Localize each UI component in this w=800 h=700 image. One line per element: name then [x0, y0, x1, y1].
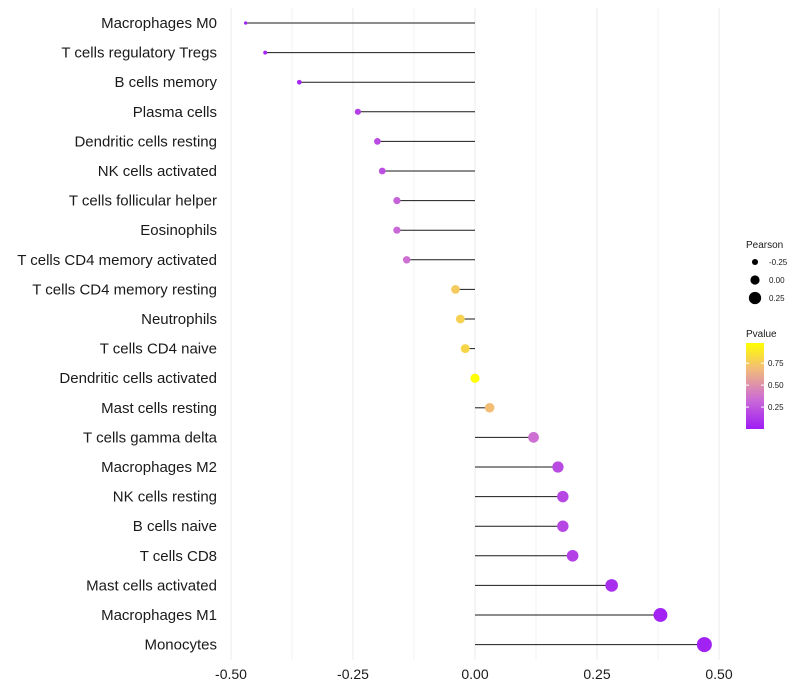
category-label: Macrophages M2	[101, 459, 217, 476]
point-layer	[243, 21, 712, 653]
category-label: Dendritic cells activated	[59, 370, 217, 387]
category-label: T cells CD4 naive	[100, 341, 217, 358]
lollipop-point	[605, 579, 618, 592]
category-label: T cells follicular helper	[69, 193, 217, 210]
x-axis-ticks: -0.50 -0.25 0.00 0.25 0.50	[215, 666, 733, 682]
lollipop-point	[696, 637, 712, 653]
lollipop-point	[484, 403, 495, 413]
lollipop-point	[451, 285, 460, 294]
pearson-legend-key	[751, 258, 759, 266]
lollipop-point	[455, 314, 465, 324]
pvalue-legend-label: 0.25	[768, 403, 784, 412]
lollipop-point	[263, 50, 268, 55]
grid-layer	[230, 8, 720, 660]
category-label: Neutrophils	[141, 311, 217, 328]
lollipop-point	[557, 520, 569, 532]
category-label: T cells regulatory Tregs	[61, 45, 217, 62]
category-label: Eosinophils	[140, 222, 217, 239]
lollipop-point	[528, 432, 539, 443]
lollipop-point	[653, 608, 668, 622]
lollipop-point	[393, 226, 401, 234]
lollipop-point	[374, 138, 381, 145]
pearson-legend-title: Pearson	[746, 240, 783, 251]
pvalue-legend-label: 0.75	[768, 359, 784, 368]
pvalue-legend-title: Pvalue	[746, 329, 777, 340]
category-label: Macrophages M0	[101, 15, 217, 32]
category-label: Monocytes	[144, 637, 217, 654]
pearson-legend-key	[748, 291, 762, 305]
x-tick-label: -0.50	[215, 666, 247, 682]
pvalue-colorbar	[746, 343, 764, 429]
x-tick-label: 0.25	[583, 666, 610, 682]
lollipop-point	[552, 461, 564, 473]
lollipop-point	[402, 256, 411, 264]
lollipop-point	[393, 196, 401, 205]
category-label: B cells memory	[114, 74, 217, 91]
lollipop-point	[460, 344, 470, 354]
category-label: Dendritic cells resting	[74, 133, 217, 150]
lollipop-point	[296, 79, 302, 85]
stem-layer	[245, 22, 705, 646]
lollipop-point	[557, 490, 569, 503]
pvalue-legend: Pvalue 0.75 0.50 0.25	[746, 329, 784, 429]
pearson-legend: Pearson -0.25 0.00 0.25	[746, 240, 788, 305]
category-label: Mast cells activated	[86, 577, 217, 594]
category-labels: Macrophages M0 T cells regulatory Tregs B …	[17, 15, 217, 654]
category-label: T cells CD8	[140, 548, 217, 565]
category-label: B cells naive	[133, 518, 217, 535]
category-label: T cells CD4 memory activated	[17, 252, 217, 269]
category-label: T cells gamma delta	[83, 429, 218, 446]
category-label: Mast cells resting	[101, 400, 217, 417]
lollipop-point	[470, 373, 480, 383]
pearson-legend-label: -0.25	[769, 258, 788, 267]
category-label: T cells CD4 memory resting	[32, 281, 217, 298]
category-label: Plasma cells	[133, 104, 217, 121]
category-label: NK cells activated	[98, 163, 217, 180]
lollipop-point	[566, 549, 579, 562]
lollipop-point	[354, 108, 361, 115]
category-label: NK cells resting	[113, 489, 217, 506]
pearson-legend-label: 0.25	[769, 294, 785, 303]
pearson-legend-label: 0.00	[769, 276, 785, 285]
category-label: Macrophages M1	[101, 607, 217, 624]
x-tick-label: 0.00	[461, 666, 488, 682]
pvalue-legend-label: 0.50	[768, 381, 784, 390]
lollipop-point	[243, 21, 248, 25]
x-tick-label: 0.50	[705, 666, 732, 682]
lollipop-point	[378, 167, 386, 175]
pearson-legend-key	[750, 275, 760, 285]
x-tick-label: -0.25	[337, 666, 369, 682]
